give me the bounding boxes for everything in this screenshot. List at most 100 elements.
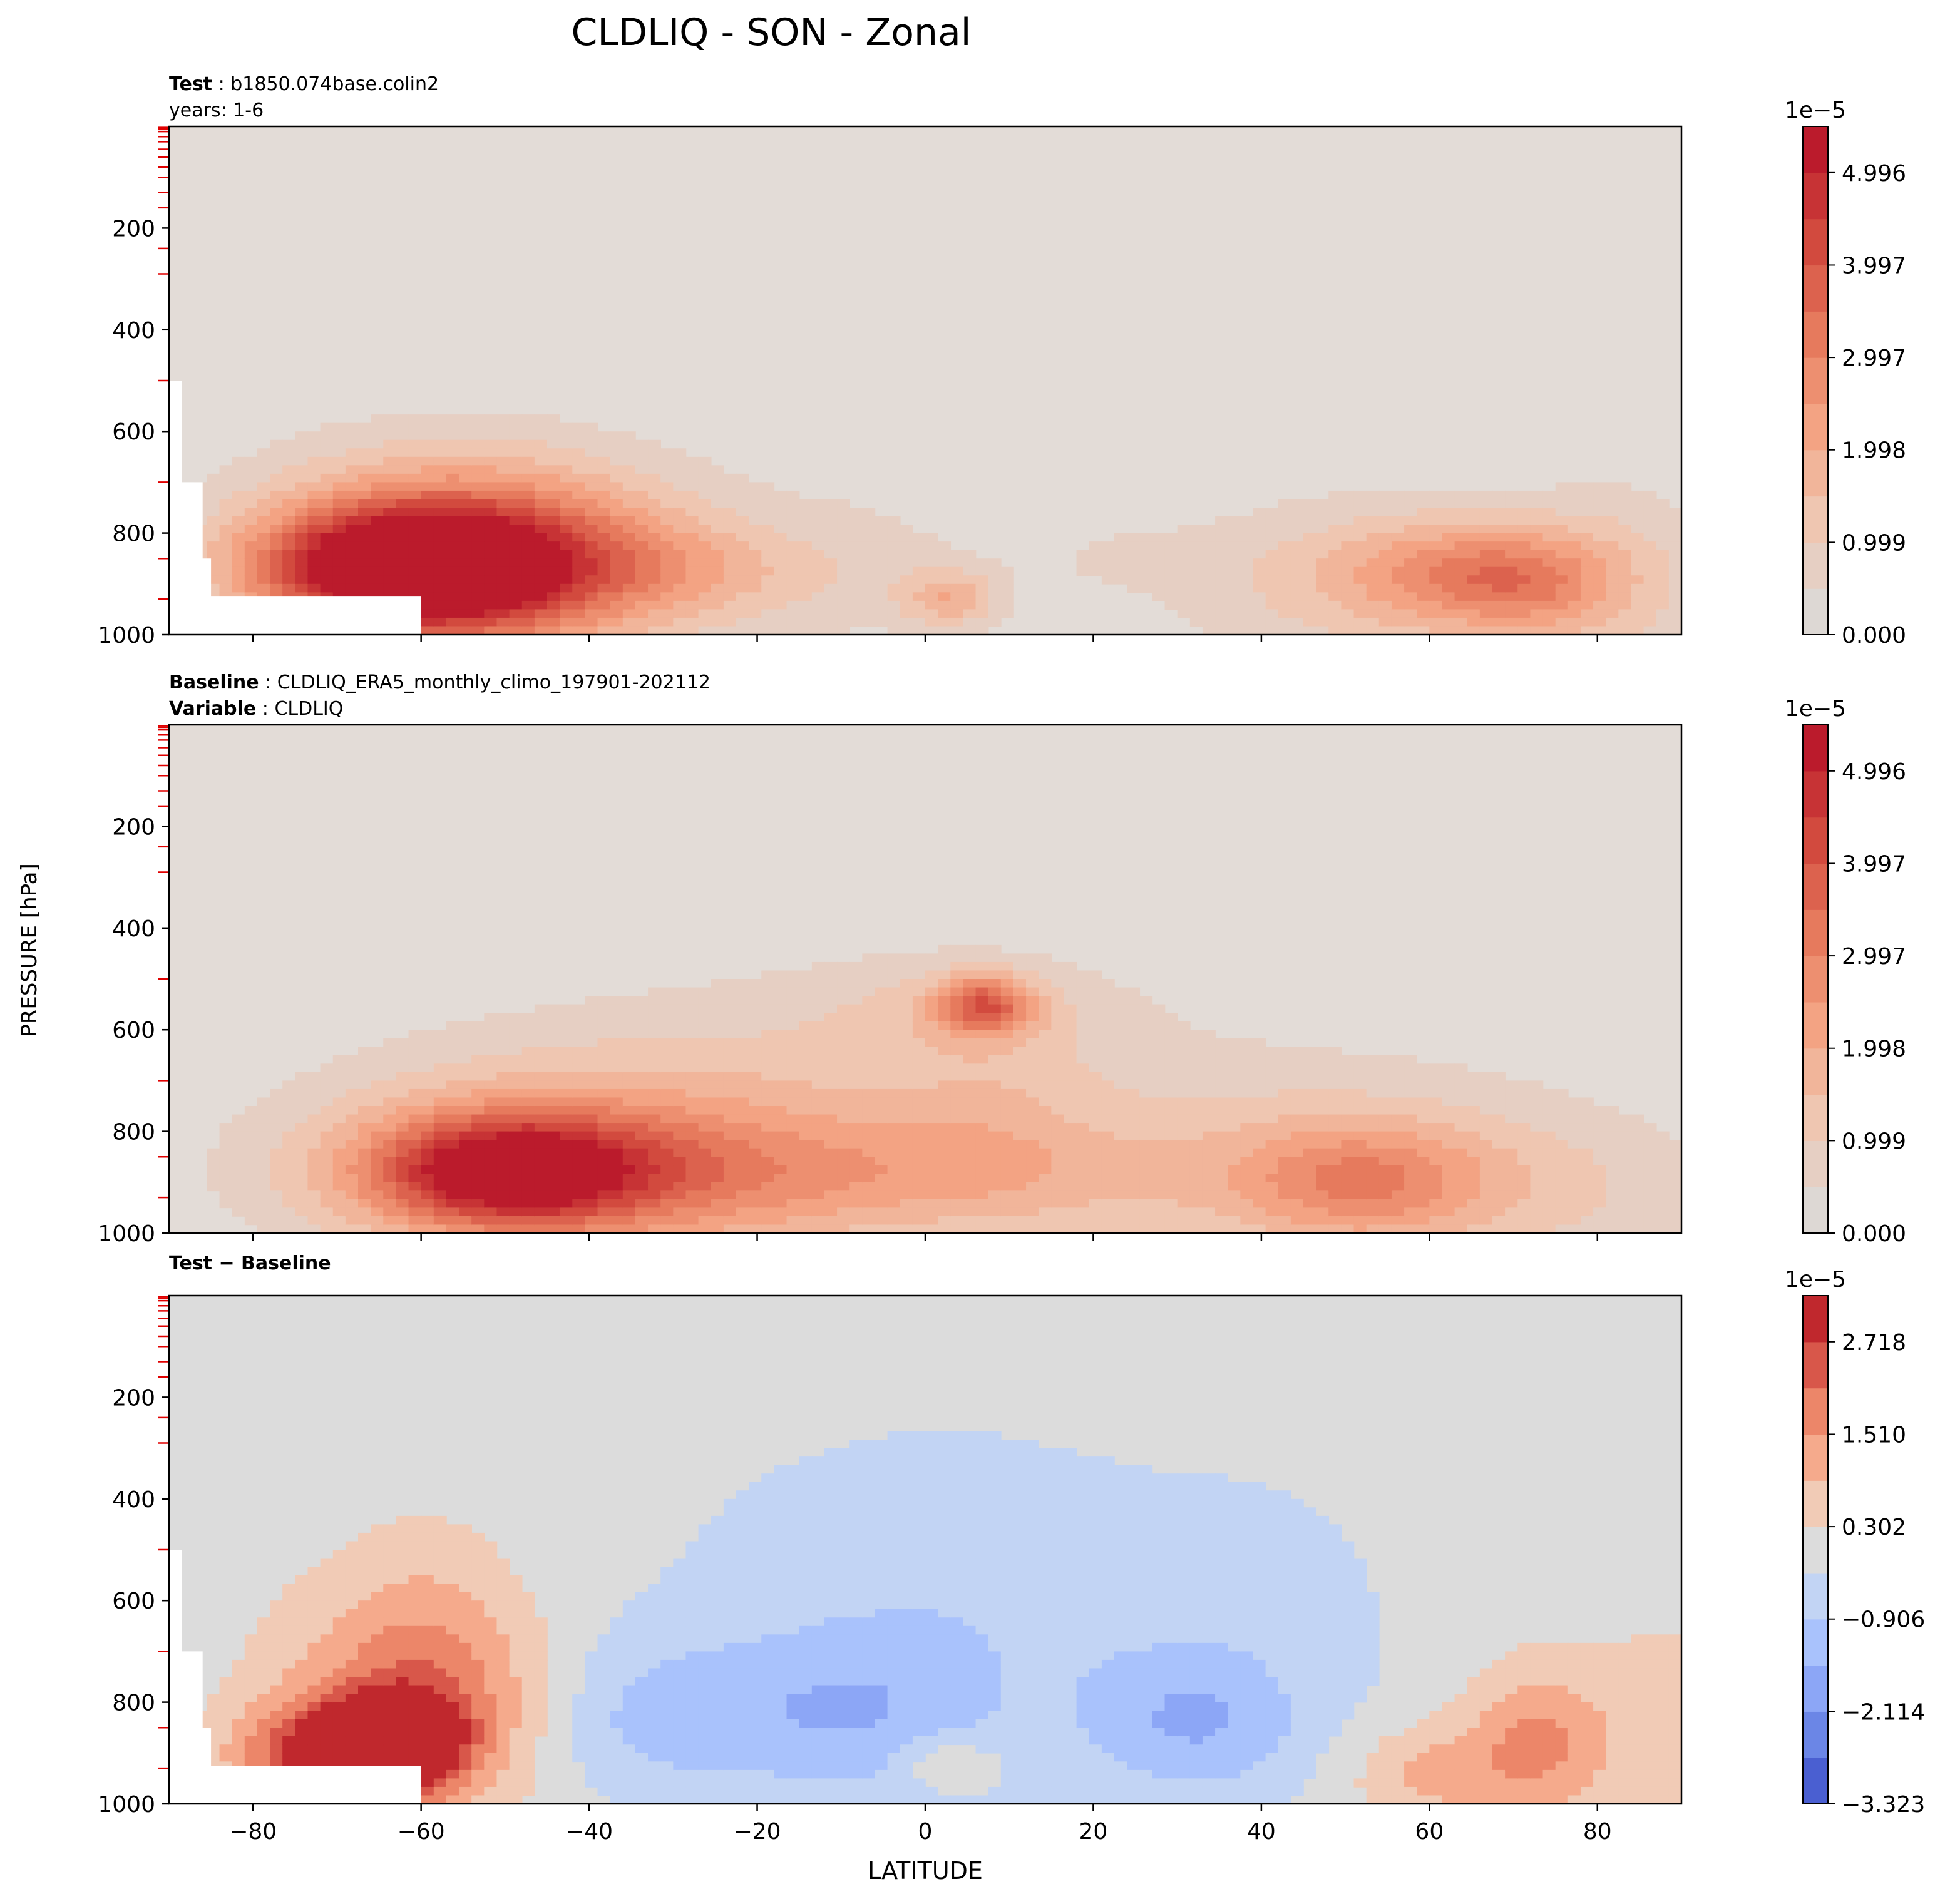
heatmap-cell: [408, 1216, 422, 1226]
heatmap-cell: [925, 1013, 938, 1022]
heatmap-cell: [938, 1055, 952, 1065]
heatmap-cell: [534, 414, 548, 424]
heatmap-cell: [295, 482, 309, 491]
heatmap-cell: [1492, 1114, 1506, 1124]
heatmap-cell: [736, 1224, 749, 1233]
heatmap-cell: [232, 1190, 245, 1200]
heatmap-cell: [1127, 1174, 1141, 1183]
heatmap-cell: [1290, 1216, 1304, 1226]
heatmap-cell: [459, 1157, 472, 1166]
heatmap-cell: [1378, 1148, 1392, 1157]
heatmap-cell: [963, 970, 977, 980]
heatmap-cell: [1228, 600, 1241, 610]
heatmap-cell: [1442, 1140, 1455, 1149]
heatmap-cell: [963, 1190, 977, 1200]
heatmap-cell: [1467, 1174, 1480, 1183]
heatmap-cell: [887, 566, 901, 576]
heatmap-cell: [1643, 609, 1657, 618]
heatmap-cell: [1606, 1140, 1619, 1149]
heatmap-cell: [383, 1047, 397, 1056]
heatmap-cell: [1530, 1114, 1544, 1124]
heatmap-cell: [547, 1030, 560, 1039]
heatmap-cell: [749, 1055, 762, 1065]
heatmap-cell: [811, 609, 825, 618]
heatmap-cell: [295, 431, 309, 441]
heatmap-cell: [698, 575, 712, 585]
heatmap-cell: [257, 1224, 270, 1233]
heatmap-cell: [1164, 1165, 1178, 1175]
heatmap-cell: [244, 566, 258, 576]
heatmap-cell: [1366, 508, 1380, 517]
heatmap-cell: [1051, 1030, 1065, 1039]
heatmap-cell: [383, 566, 397, 576]
heatmap-cell: [496, 525, 510, 534]
heatmap-cell: [1328, 499, 1342, 508]
heatmap-cell: [698, 456, 712, 466]
heatmap-cell: [1353, 626, 1367, 635]
heatmap-cell: [585, 1088, 598, 1098]
heatmap-cell: [396, 1097, 409, 1107]
heatmap-cell: [1542, 1088, 1556, 1098]
heatmap-cell: [786, 550, 800, 559]
heatmap-cell: [912, 566, 926, 576]
heatmap-cell: [811, 961, 825, 971]
heatmap-cell: [622, 1114, 636, 1124]
heatmap-cell: [1593, 1106, 1606, 1115]
heatmap-cell: [1215, 617, 1228, 627]
heatmap-cell: [875, 1131, 888, 1140]
heatmap-cell: [534, 617, 548, 627]
heatmap-cell: [358, 1182, 371, 1192]
heatmap-cell: [496, 414, 510, 424]
heatmap-cell: [383, 482, 397, 491]
panel-header-separator: :: [259, 672, 277, 694]
heatmap-cell: [799, 1055, 813, 1065]
heatmap-cell: [1517, 1207, 1531, 1217]
heatmap-cell: [1542, 499, 1556, 508]
heatmap-cell: [560, 1182, 573, 1192]
heatmap-cell: [1177, 1030, 1191, 1039]
heatmap-cell: [446, 414, 459, 424]
heatmap-cell: [622, 1088, 636, 1098]
heatmap-cell: [383, 499, 397, 508]
heatmap-cell: [1253, 1140, 1266, 1149]
heatmap-cell: [534, 1182, 548, 1192]
heatmap-cell: [1378, 1157, 1392, 1166]
heatmap-cell: [1631, 499, 1644, 508]
heatmap-cell: [875, 617, 888, 627]
heatmap-cell: [332, 1165, 346, 1175]
heatmap-cell: [496, 490, 510, 500]
heatmap-cell: [685, 1088, 699, 1098]
heatmap-cell: [1215, 1114, 1228, 1124]
heatmap-cell: [1328, 1199, 1342, 1209]
heatmap-cell: [232, 1174, 245, 1183]
heatmap-cell: [547, 422, 560, 432]
heatmap-cell: [1303, 1140, 1316, 1149]
heatmap-cell: [307, 439, 321, 449]
heatmap-cell: [1265, 600, 1279, 610]
heatmap-cell: [560, 1123, 573, 1132]
heatmap-cell: [383, 1207, 397, 1217]
heatmap-cell: [786, 1190, 800, 1200]
heatmap-cell: [811, 499, 825, 508]
heatmap-cell: [1051, 1088, 1065, 1098]
heatmap-cell: [572, 1055, 586, 1065]
heatmap-cell: [887, 626, 901, 635]
heatmap-cell: [1127, 558, 1141, 568]
heatmap-cell: [307, 1114, 321, 1124]
heatmap-cell: [371, 456, 384, 466]
heatmap-cell: [1152, 1038, 1166, 1048]
heatmap-cell: [824, 979, 838, 988]
heatmap-cell: [459, 456, 472, 466]
heatmap-cell: [761, 1157, 775, 1166]
heatmap-cell: [320, 1216, 334, 1226]
heatmap-cell: [925, 1199, 938, 1209]
heatmap-cell: [585, 508, 598, 517]
heatmap-cell: [849, 600, 863, 610]
heatmap-cell: [925, 1088, 938, 1098]
heatmap-cell: [585, 499, 598, 508]
heatmap-cell: [1303, 516, 1316, 525]
heatmap-cell: [875, 575, 888, 585]
heatmap-cell: [446, 1174, 459, 1183]
heatmap-cell: [799, 600, 813, 610]
heatmap-cell: [534, 1207, 548, 1217]
